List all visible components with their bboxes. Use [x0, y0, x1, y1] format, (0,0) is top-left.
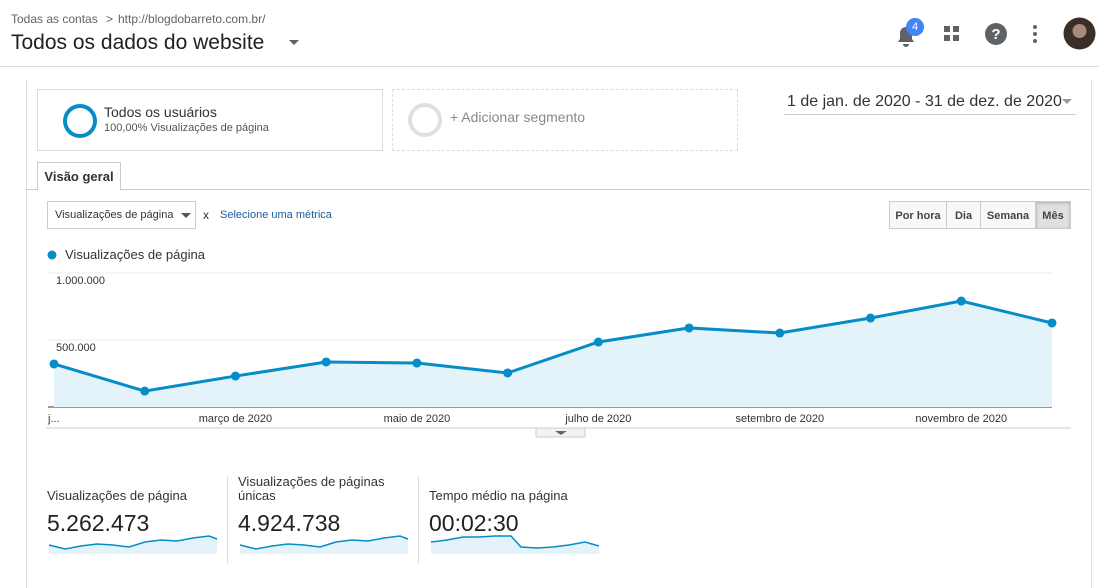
x-tick-label: julho de 2020	[564, 413, 631, 425]
metric-label: Visualizações de páginas únicas	[238, 474, 385, 503]
point	[866, 313, 876, 323]
sparkline	[430, 535, 600, 554]
tab-rule	[26, 189, 1090, 190]
date-range: 1 de jan. de 2020 - 31 de dez. de 2020	[787, 93, 1062, 110]
metric-label: Visualizações de página	[47, 488, 187, 503]
segment-ring	[63, 104, 97, 138]
add-segment-label: + Adicionar segmento	[450, 109, 586, 125]
metric-value: 5.262.473	[47, 510, 150, 536]
more-icon[interactable]	[1030, 24, 1040, 44]
segment-card[interactable]: Todos os usuários 100,00% Visualizações …	[37, 89, 383, 151]
sparkline	[48, 535, 218, 554]
breadcrumb-separator: >	[106, 12, 114, 26]
x-tick-label: março de 2020	[199, 413, 272, 425]
add-segment[interactable]: + Adicionar segmento	[392, 89, 738, 151]
granularity-button[interactable]: Semana	[980, 201, 1036, 229]
dropdown-arrow	[181, 213, 191, 218]
granularity-button[interactable]: Dia	[946, 201, 981, 229]
segment-ring	[408, 103, 442, 137]
svg-text:?: ?	[991, 26, 1000, 43]
notification-badge: 4	[906, 18, 924, 36]
metric-label: Tempo médio na página	[429, 488, 568, 503]
line	[53, 299, 1053, 393]
x-tick-label: j...	[47, 413, 60, 425]
x-tick-label: novembro de 2020	[915, 413, 1007, 425]
point	[775, 328, 785, 338]
point	[956, 296, 966, 306]
point	[503, 368, 513, 378]
select-metric-link[interactable]: Selecione uma métrica	[220, 209, 332, 221]
y-tick-label: 500.000	[56, 342, 96, 354]
granularity-button[interactable]: Por hora	[889, 201, 947, 229]
property-title[interactable]: Todos os dados do website	[11, 31, 265, 54]
x-tick-label: setembro de 2020	[735, 413, 824, 425]
segment-detail: 100,00% Visualizações de página	[104, 122, 269, 134]
y-tick-label: 1.000.000	[56, 275, 105, 287]
dropdown-arrow	[1062, 99, 1072, 104]
segment-name: Todos os usuários	[104, 104, 217, 120]
legend-label: Visualizações de página	[65, 247, 206, 262]
breadcrumb-link[interactable]: http://blogdobarreto.com.br/	[118, 12, 266, 26]
divider	[227, 476, 228, 564]
header: Todas as contas > http://blogdobarreto.c…	[0, 0, 1099, 67]
area	[54, 301, 1052, 407]
metric-value: 00:02:30	[429, 510, 519, 536]
date-picker[interactable]: 1 de jan. de 2020 - 31 de dez. de 2020	[784, 90, 1076, 115]
metric-name: Visualizações de página	[55, 209, 174, 221]
point	[412, 358, 422, 368]
help-icon[interactable]: ?	[984, 22, 1008, 46]
x-tick-label: maio de 2020	[384, 413, 451, 425]
point	[140, 386, 150, 396]
divider	[418, 476, 419, 564]
apps-icon[interactable]	[942, 24, 962, 44]
breadcrumb-link[interactable]: Todas as contas	[11, 12, 98, 26]
sparkline	[239, 535, 409, 554]
content-panel	[26, 80, 1092, 588]
metric-dropdown[interactable]: Visualizações de página	[47, 201, 196, 229]
point	[684, 323, 694, 333]
point	[49, 359, 59, 369]
avatar[interactable]	[1063, 17, 1096, 50]
remove-metric[interactable]: x	[203, 208, 209, 222]
legend-marker	[47, 250, 57, 260]
granularity-button[interactable]: Mês	[1035, 201, 1071, 229]
collapse-arrow	[555, 431, 567, 435]
point	[1047, 318, 1057, 328]
point	[593, 337, 603, 347]
tab[interactable]: Visão geral	[37, 162, 121, 191]
metric-value: 4.924.738	[238, 510, 341, 536]
point	[230, 371, 240, 381]
point	[321, 357, 331, 367]
dropdown-arrow[interactable]	[287, 37, 301, 47]
